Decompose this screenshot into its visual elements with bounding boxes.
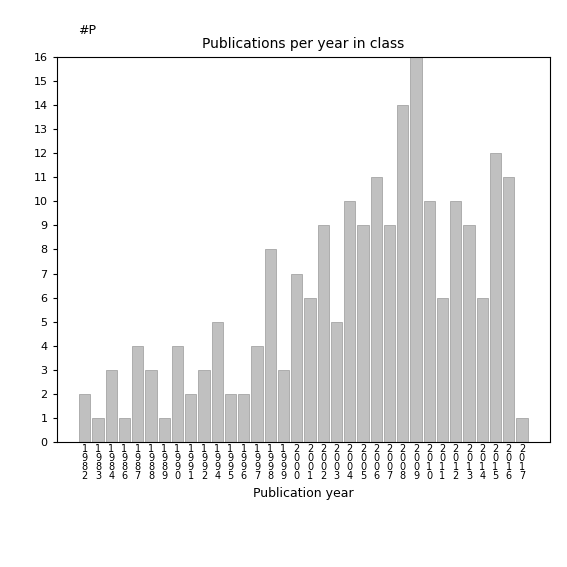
Bar: [238, 394, 249, 442]
Bar: [172, 346, 183, 442]
Text: #P: #P: [78, 24, 96, 37]
Bar: [198, 370, 210, 442]
Bar: [79, 394, 90, 442]
Bar: [291, 274, 302, 442]
Bar: [278, 370, 289, 442]
Bar: [185, 394, 196, 442]
Bar: [265, 249, 276, 442]
Bar: [92, 418, 104, 442]
Bar: [318, 226, 329, 442]
Bar: [132, 346, 143, 442]
Bar: [411, 57, 422, 442]
Bar: [331, 322, 342, 442]
Bar: [145, 370, 156, 442]
Bar: [304, 298, 316, 442]
Bar: [251, 346, 263, 442]
Bar: [384, 226, 395, 442]
Bar: [424, 201, 435, 442]
Bar: [119, 418, 130, 442]
Bar: [225, 394, 236, 442]
Bar: [517, 418, 527, 442]
Bar: [371, 177, 382, 442]
Bar: [450, 201, 462, 442]
Bar: [159, 418, 170, 442]
X-axis label: Publication year: Publication year: [253, 487, 354, 500]
Title: Publications per year in class: Publications per year in class: [202, 37, 404, 52]
Bar: [490, 153, 501, 442]
Bar: [476, 298, 488, 442]
Bar: [105, 370, 117, 442]
Bar: [463, 226, 475, 442]
Bar: [344, 201, 356, 442]
Bar: [503, 177, 514, 442]
Bar: [437, 298, 448, 442]
Bar: [357, 226, 369, 442]
Bar: [397, 105, 408, 442]
Bar: [211, 322, 223, 442]
